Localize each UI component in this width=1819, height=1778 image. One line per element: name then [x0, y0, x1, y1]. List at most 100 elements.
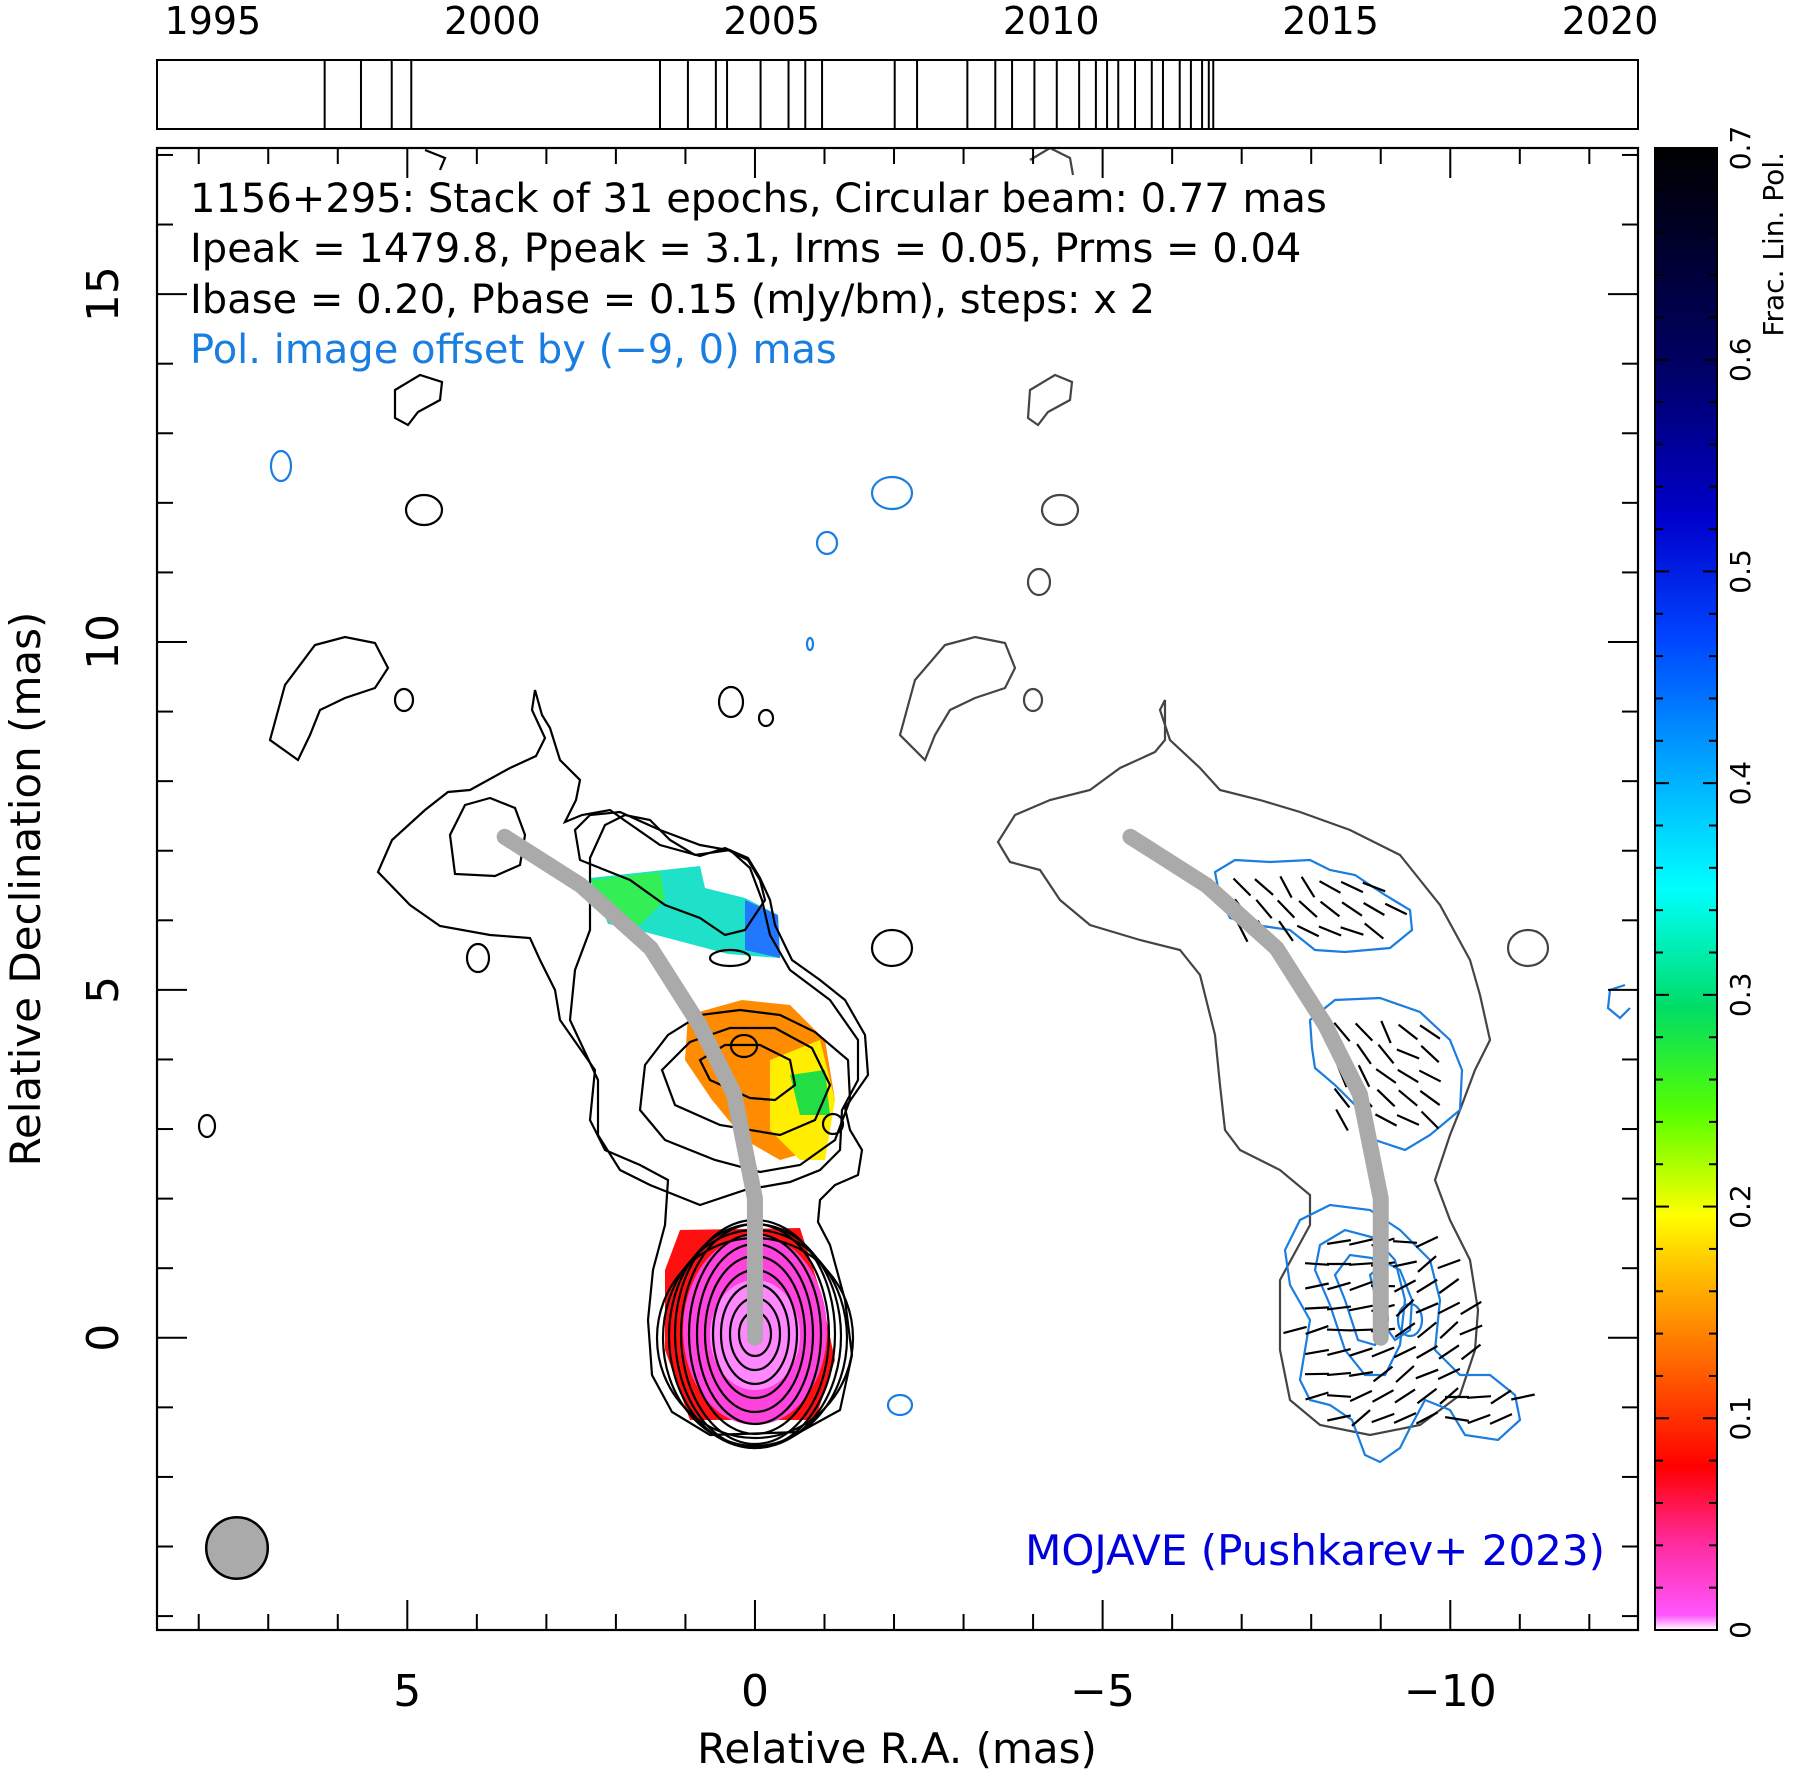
- evpa-tick: [1393, 1412, 1417, 1424]
- evpa-tick: [1416, 1387, 1438, 1405]
- pol-side-isolated-contour: [1040, 493, 1080, 527]
- evpa-tick: [1415, 1302, 1439, 1314]
- pol-side-isolated-contour: [1506, 928, 1550, 968]
- y-tick-label: 10: [78, 614, 129, 670]
- colorbar-gradient: [1654, 147, 1718, 1631]
- epoch-year-label: 2010: [1003, 0, 1100, 43]
- evpa-tick: [1348, 1371, 1374, 1377]
- evpa-tick: [1348, 1328, 1374, 1332]
- colorbar-tick-labels: 0 0.1 0.2 0.3 0.4 0.5 0.6 0.7: [1724, 126, 1757, 1639]
- evpa-tick: [1416, 1321, 1438, 1339]
- evpa-tick: [1327, 1281, 1351, 1291]
- evpa-tick: [1371, 1346, 1395, 1358]
- evpa-tick: [1362, 881, 1386, 893]
- evpa-tick: [1326, 1371, 1352, 1377]
- evpa-tick: [1511, 1393, 1535, 1401]
- pol-contour: [1308, 996, 1464, 1152]
- evpa-tick: [1467, 1413, 1491, 1425]
- evpa-tick: [1394, 1322, 1416, 1338]
- epoch-timeline: 1995 2000 2005 2010 2015 2020: [156, 0, 1659, 130]
- y-tick-label: 15: [78, 266, 129, 322]
- evpa-tick: [1305, 1325, 1329, 1335]
- evpa-tick: [1300, 876, 1316, 898]
- y-axis-ticks: [157, 153, 1638, 1618]
- evpa-tick: [1304, 1348, 1330, 1356]
- outer-jet-contour: [821, 1112, 845, 1136]
- epoch-year-label: 2015: [1282, 0, 1379, 43]
- epoch-year-label: 2020: [1562, 0, 1659, 43]
- isolated-contour: [393, 687, 415, 713]
- y-axis-title: Relative Declination (mas): [1, 612, 50, 1167]
- evpa-tick: [1420, 1110, 1440, 1130]
- colorbar-tick-label: 0.6: [1724, 337, 1757, 382]
- evpa-tick: [1340, 880, 1364, 894]
- jet-contour: [660, 1026, 832, 1137]
- evpa-tick: [1326, 1394, 1352, 1398]
- evpa-tick: [1356, 1043, 1372, 1065]
- info-line-3: Ibase = 0.20, Pbase = 0.15 (mJy/bm), ste…: [190, 277, 1155, 323]
- isolated-contour: [197, 1113, 217, 1139]
- evpa-tick: [1444, 1416, 1470, 1422]
- evpa-tick: [1395, 1298, 1415, 1318]
- evpa-tick: [1394, 1388, 1416, 1404]
- pol-side-isolated-contour: [1029, 148, 1075, 176]
- evpa-tick: [1466, 1395, 1492, 1399]
- isolated-contour: [757, 708, 775, 728]
- evpa-tick: [1349, 1389, 1373, 1403]
- y-tick-label: 0: [78, 1324, 129, 1352]
- jet-contour: [729, 1033, 759, 1059]
- colorbar-title: Frac. Lin. Pol.: [1757, 152, 1790, 337]
- colorbar-tick-label: 0.2: [1724, 1184, 1757, 1229]
- epoch-year-label: 2005: [723, 0, 820, 43]
- colorbar-tick-label: 0.3: [1724, 973, 1757, 1018]
- evpa-tick: [1380, 1020, 1392, 1044]
- evpa-tick: [1349, 1238, 1373, 1246]
- evpa-tick: [1326, 1328, 1352, 1332]
- evpa-tick: [1415, 1235, 1439, 1249]
- evpa-tick: [1296, 924, 1320, 938]
- evpa-tick: [1395, 1365, 1415, 1383]
- evpa-tick: [1351, 1409, 1371, 1427]
- evpa-tick: [1438, 1278, 1460, 1294]
- evpa-tick: [1232, 877, 1252, 897]
- evpa-ticks: [1232, 875, 1535, 1427]
- evpa-tick: [1374, 1113, 1398, 1127]
- pol-side-isolated-contour: [1026, 373, 1074, 427]
- pol-contour: [1283, 1203, 1522, 1464]
- evpa-tick: [1304, 1262, 1330, 1266]
- colorbar-tick-label: 0.4: [1724, 761, 1757, 806]
- evpa-tick: [1397, 1023, 1419, 1041]
- outer-jet-contour: [708, 948, 752, 968]
- evpa-tick: [1283, 1325, 1307, 1335]
- evpa-tick: [1357, 1064, 1371, 1088]
- info-line-2: Ipeak = 1479.8, Ppeak = 3.1, Irms = 0.05…: [190, 226, 1301, 272]
- evpa-tick: [1416, 1278, 1438, 1294]
- outer-jet-contour: [573, 810, 767, 937]
- evpa-tick: [1392, 1240, 1418, 1244]
- jet-outer-contour: [376, 689, 870, 1437]
- pol-side-isolated-contour: [269, 449, 293, 483]
- beam-ellipse: [204, 1515, 270, 1581]
- evpa-tick: [1419, 1090, 1441, 1106]
- pol-side-isolated-contour: [805, 636, 815, 652]
- isolated-contour: [393, 373, 444, 427]
- evpa-tick: [1439, 1321, 1459, 1339]
- evpa-tick: [1416, 1345, 1438, 1359]
- evpa-tick: [1371, 1389, 1395, 1403]
- isolated-contour: [870, 928, 914, 968]
- pol-side-isolated-contour: [1026, 567, 1052, 597]
- evpa-tick: [1327, 1414, 1351, 1422]
- evpa-tick: [1393, 1279, 1417, 1293]
- evpa-tick: [1340, 926, 1364, 936]
- evpa-tick: [1417, 1255, 1437, 1273]
- evpa-tick: [1349, 1347, 1373, 1357]
- isolated-contour: [465, 942, 491, 974]
- outer-jet-contour: [268, 635, 390, 762]
- evpa-tick: [1349, 1280, 1373, 1292]
- evpa-tick: [1419, 1024, 1441, 1040]
- evpa-tick: [1318, 880, 1342, 894]
- image-content: [197, 148, 1631, 1581]
- colorbar-tick-label: 0.5: [1724, 549, 1757, 594]
- jet-contour: [638, 1008, 852, 1174]
